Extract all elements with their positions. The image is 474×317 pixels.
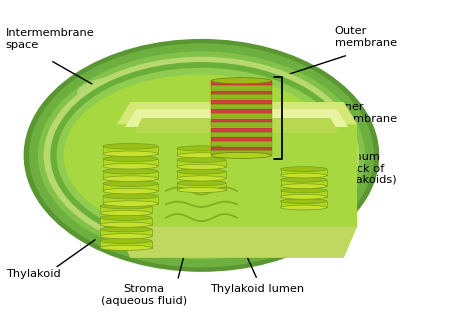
Bar bbox=[103, 196, 158, 204]
Ellipse shape bbox=[281, 205, 327, 210]
Bar bbox=[177, 160, 226, 167]
Ellipse shape bbox=[281, 194, 327, 199]
Ellipse shape bbox=[77, 73, 219, 113]
Bar bbox=[211, 104, 272, 109]
Ellipse shape bbox=[177, 164, 226, 170]
Polygon shape bbox=[135, 118, 339, 133]
Bar bbox=[211, 119, 272, 122]
Ellipse shape bbox=[103, 193, 158, 199]
Ellipse shape bbox=[281, 177, 327, 182]
Bar bbox=[100, 241, 152, 248]
Ellipse shape bbox=[100, 222, 152, 227]
Bar bbox=[211, 109, 272, 113]
Bar bbox=[100, 229, 152, 236]
Text: Thylakoid: Thylakoid bbox=[6, 268, 61, 279]
Bar bbox=[211, 81, 272, 85]
Ellipse shape bbox=[103, 181, 158, 186]
Ellipse shape bbox=[100, 245, 152, 250]
Bar bbox=[211, 128, 272, 132]
Ellipse shape bbox=[24, 39, 379, 272]
Bar bbox=[211, 132, 272, 137]
Ellipse shape bbox=[103, 164, 158, 169]
Ellipse shape bbox=[100, 204, 152, 209]
Bar bbox=[103, 146, 158, 154]
Ellipse shape bbox=[103, 156, 158, 162]
Bar bbox=[177, 148, 226, 155]
Bar bbox=[211, 113, 272, 118]
Ellipse shape bbox=[103, 188, 158, 194]
Ellipse shape bbox=[44, 57, 359, 254]
Ellipse shape bbox=[64, 74, 339, 236]
Polygon shape bbox=[117, 227, 357, 258]
Ellipse shape bbox=[211, 152, 272, 158]
Bar bbox=[103, 184, 158, 191]
Ellipse shape bbox=[103, 201, 158, 206]
Ellipse shape bbox=[281, 184, 327, 189]
Ellipse shape bbox=[103, 176, 158, 182]
Ellipse shape bbox=[177, 146, 226, 151]
Bar bbox=[211, 137, 272, 141]
Polygon shape bbox=[117, 102, 357, 124]
Bar bbox=[211, 150, 272, 155]
Ellipse shape bbox=[177, 153, 226, 158]
Bar bbox=[281, 169, 327, 176]
Text: Intermembrane
space: Intermembrane space bbox=[6, 28, 95, 50]
Text: Outer
membrane: Outer membrane bbox=[335, 26, 397, 48]
Text: Stroma
(aqueous fluid): Stroma (aqueous fluid) bbox=[100, 284, 187, 306]
Ellipse shape bbox=[100, 227, 152, 232]
Ellipse shape bbox=[103, 144, 158, 149]
Bar bbox=[211, 100, 272, 104]
Ellipse shape bbox=[100, 210, 152, 216]
Ellipse shape bbox=[177, 176, 226, 181]
Polygon shape bbox=[117, 102, 357, 258]
Ellipse shape bbox=[281, 188, 327, 193]
Bar bbox=[211, 122, 272, 127]
Ellipse shape bbox=[38, 51, 365, 259]
Bar bbox=[100, 218, 152, 225]
Ellipse shape bbox=[177, 180, 226, 186]
Text: Granum
(stack of
thylakoids): Granum (stack of thylakoids) bbox=[335, 152, 397, 185]
Ellipse shape bbox=[281, 167, 327, 171]
Ellipse shape bbox=[50, 62, 353, 249]
Ellipse shape bbox=[100, 238, 152, 243]
Bar bbox=[211, 141, 272, 146]
Bar bbox=[103, 171, 158, 179]
Bar bbox=[211, 91, 272, 94]
Bar bbox=[281, 180, 327, 186]
Ellipse shape bbox=[211, 78, 272, 84]
Ellipse shape bbox=[103, 151, 158, 157]
Bar bbox=[177, 171, 226, 178]
Bar bbox=[211, 147, 272, 150]
Ellipse shape bbox=[100, 234, 152, 239]
Text: Inner
membrane: Inner membrane bbox=[335, 102, 397, 124]
Text: Thylakoid lumen: Thylakoid lumen bbox=[210, 284, 304, 294]
Ellipse shape bbox=[177, 187, 226, 192]
Ellipse shape bbox=[177, 157, 226, 163]
Ellipse shape bbox=[56, 68, 346, 243]
Ellipse shape bbox=[100, 215, 152, 220]
Bar bbox=[211, 94, 272, 99]
Ellipse shape bbox=[103, 168, 158, 174]
Ellipse shape bbox=[68, 67, 282, 155]
Bar bbox=[177, 183, 226, 190]
Ellipse shape bbox=[281, 199, 327, 204]
Polygon shape bbox=[125, 109, 348, 127]
Ellipse shape bbox=[95, 78, 273, 126]
Ellipse shape bbox=[281, 173, 327, 178]
Ellipse shape bbox=[177, 169, 226, 174]
Bar bbox=[281, 191, 327, 197]
Ellipse shape bbox=[29, 43, 374, 268]
Bar bbox=[100, 206, 152, 213]
Bar bbox=[281, 201, 327, 208]
Bar bbox=[103, 159, 158, 166]
Bar bbox=[211, 85, 272, 90]
